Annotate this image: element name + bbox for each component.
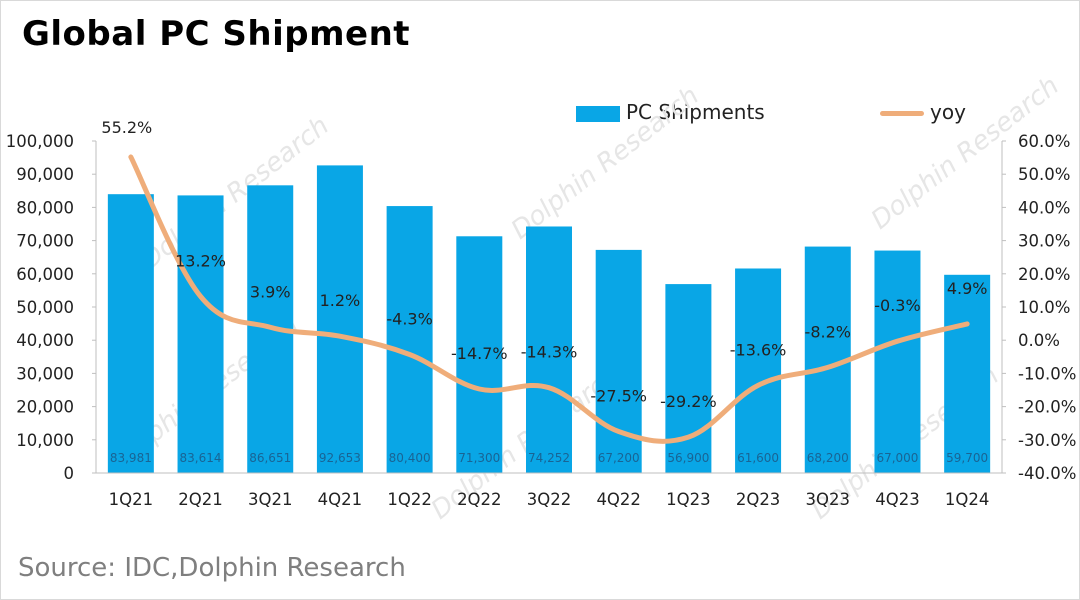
bar-4Q21 <box>316 165 363 474</box>
y-left-tick-label: 80,000 <box>16 198 74 217</box>
y-right-tick-label: 30.0% <box>1018 232 1070 251</box>
data-labels: 83,981 83,614 86,651 92,653 80,400 71,300 74,2… <box>101 118 988 465</box>
yoy-value-label-3Q21: 3.9% <box>250 282 291 301</box>
x-tick-label-3Q23: 3Q23 <box>806 490 850 509</box>
yoy-line-layer <box>128 154 970 444</box>
yoy-value-label-3Q23: -8.2% <box>805 322 851 341</box>
watermark-text: Dolphin Research <box>136 111 335 276</box>
legend-swatch-bar <box>576 105 620 122</box>
axes: 0 10,000 20,000 30,000 40,000 50,000 60,000 70,… <box>6 132 1077 509</box>
watermark-text: Dolphin Research <box>506 81 705 246</box>
legend-item-yoy: yoy <box>880 100 966 124</box>
yoy-value-label-2Q22: -14.7% <box>451 344 508 363</box>
bar-value-label-4Q22: 67,200 <box>598 451 640 465</box>
y-right-tick-label: -20.0% <box>1018 398 1076 417</box>
bar-1Q23 <box>665 284 712 473</box>
x-tick-label-1Q21: 1Q21 <box>109 490 153 509</box>
bar-4Q23 <box>874 250 921 473</box>
bar-2Q22 <box>456 236 503 473</box>
y-right-tick-label: -30.0% <box>1018 431 1076 450</box>
y-left-tick-label: 40,000 <box>16 331 74 350</box>
x-tick-label-1Q23: 1Q23 <box>666 490 710 509</box>
bar-1Q24 <box>944 274 991 473</box>
y-left-tick-label: 100,000 <box>6 132 74 151</box>
bar-1Q21 <box>107 194 154 473</box>
bar-3Q22 <box>526 226 572 473</box>
bar-2Q23 <box>735 268 782 473</box>
x-tick-label-1Q24: 1Q24 <box>945 490 989 509</box>
legend-label-yoy: yoy <box>930 100 966 124</box>
y-right-tick-label: 60.0% <box>1018 132 1070 151</box>
bar-value-label-1Q24: 59,700 <box>946 451 988 465</box>
y-left-tick-label: 20,000 <box>16 398 74 417</box>
legend-label-pc-shipments: PC Shipments <box>626 100 765 124</box>
y-left-tick-label: 30,000 <box>16 364 74 383</box>
yoy-value-label-2Q23: -13.6% <box>730 340 787 359</box>
y-right-tick-label: -40.0% <box>1018 464 1076 483</box>
x-tick-label-2Q22: 2Q22 <box>457 490 501 509</box>
bar-value-label-1Q21: 83,981 <box>110 451 152 465</box>
yoy-line <box>128 154 970 444</box>
x-tick-label-4Q23: 4Q23 <box>875 490 919 509</box>
y-right-tick-label: 10.0% <box>1018 298 1070 317</box>
bar-value-label-3Q23: 68,200 <box>807 451 849 465</box>
bar-value-label-3Q21: 86,651 <box>249 451 291 465</box>
yoy-value-label-1Q23: -29.2% <box>660 392 717 411</box>
x-tick-label-2Q23: 2Q23 <box>736 490 780 509</box>
bar-value-label-2Q23: 61,600 <box>737 451 779 465</box>
yoy-value-label-4Q23: -0.3% <box>874 296 920 315</box>
yoy-value-label-4Q22: -27.5% <box>590 387 647 406</box>
bar-2Q21 <box>177 195 224 473</box>
y-left-tick-label: 10,000 <box>16 431 74 450</box>
bar-4Q22 <box>595 249 642 473</box>
y-left-tick-label: 0 <box>64 464 75 483</box>
yoy-value-label-4Q21: 1.2% <box>320 291 361 310</box>
source-note: Source: IDC,Dolphin Research <box>18 553 406 583</box>
bar-value-label-2Q22: 71,300 <box>458 451 500 465</box>
x-tick-label-4Q22: 4Q22 <box>596 490 640 509</box>
bar-value-label-4Q21: 92,653 <box>319 451 361 465</box>
x-tick-label-1Q22: 1Q22 <box>387 490 431 509</box>
x-tick-label-3Q21: 3Q21 <box>248 490 292 509</box>
bar-value-label-4Q23: 67,000 <box>876 451 918 465</box>
y-left-tick-label: 90,000 <box>16 165 74 184</box>
bar-value-label-2Q21: 83,614 <box>180 451 222 465</box>
x-tick-label-3Q22: 3Q22 <box>527 490 571 509</box>
yoy-value-label-2Q21: 13.2% <box>175 251 226 270</box>
y-left-tick-label: 70,000 <box>16 232 74 251</box>
bar-value-label-3Q22: 74,252 <box>528 451 570 465</box>
yoy-value-label-1Q21: 55.2% <box>101 118 152 137</box>
y-left-tick-label: 50,000 <box>16 298 74 317</box>
chart-title: Global PC Shipment <box>22 14 411 54</box>
legend-item-pc-shipments: PC Shipments <box>576 100 765 124</box>
bar-value-label-1Q23: 56,900 <box>667 451 709 465</box>
yoy-value-label-3Q22: -14.3% <box>521 343 578 362</box>
y-right-tick-label: 20.0% <box>1018 265 1070 284</box>
y-right-tick-label: 0.0% <box>1018 331 1060 350</box>
yoy-value-label-1Q24: 4.9% <box>947 279 988 298</box>
y-right-tick-label: -10.0% <box>1018 364 1076 383</box>
x-tick-label-4Q21: 4Q21 <box>318 490 362 509</box>
x-tick-label-2Q21: 2Q21 <box>178 490 222 509</box>
y-right-tick-label: 50.0% <box>1018 165 1070 184</box>
bar-value-label-1Q22: 80,400 <box>389 451 431 465</box>
legend-swatch-line <box>880 111 924 116</box>
y-right-tick-label: 40.0% <box>1018 198 1070 217</box>
bar-1Q22 <box>386 206 433 473</box>
yoy-value-label-1Q22: -4.3% <box>386 309 432 328</box>
y-left-tick-label: 60,000 <box>16 265 74 284</box>
